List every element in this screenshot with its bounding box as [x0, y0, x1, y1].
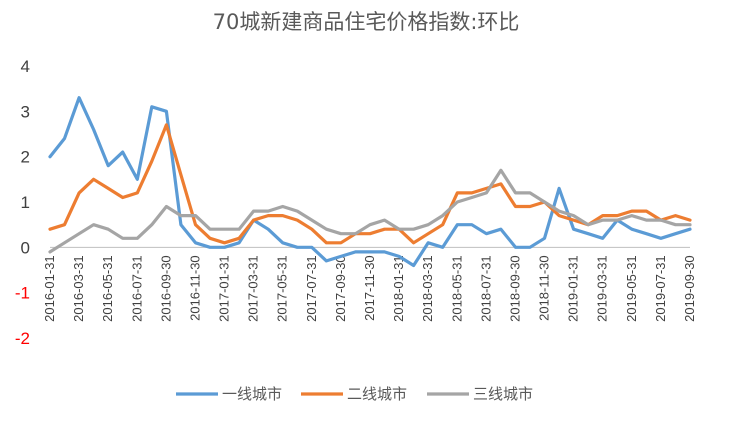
x-tick-label: 2016-09-30	[158, 255, 173, 321]
legend: 一线城市 二线城市 三线城市	[176, 385, 533, 403]
x-tick-label: 2018-09-30	[507, 255, 522, 321]
x-tick-label: 2019-07-31	[653, 255, 668, 321]
x-tick-label: 2016-07-31	[129, 255, 144, 321]
x-tick-label: 2017-05-31	[275, 255, 290, 321]
x-tick-label: 2019-03-31	[595, 255, 610, 321]
y-axis: 4 3 2 1 0 -1 -2	[15, 57, 30, 348]
x-tick-label: 2018-05-31	[449, 255, 464, 322]
x-tick-label: 2016-05-31	[100, 255, 115, 322]
x-tick-label: 2017-09-30	[333, 255, 348, 321]
x-tick-label: 2018-11-30	[537, 255, 552, 321]
x-tick-label: 2017-03-31	[246, 255, 261, 321]
x-tick-label: 2016-11-30	[187, 255, 202, 321]
x-tick-label: 2019-01-31	[566, 255, 581, 321]
series-line-1	[48, 96, 692, 268]
y-tick-label: 3	[21, 102, 30, 121]
legend-label: 二线城市	[347, 385, 407, 403]
x-tick-label: 2018-07-31	[478, 255, 493, 321]
y-tick-label: 1	[21, 193, 30, 212]
x-axis: 2016-01-31 2016-03-31 2016-05-31 2016-07-31…	[42, 255, 697, 322]
series-line-3	[48, 168, 692, 254]
chart-title: 70城新建商品住宅价格指数:环比	[213, 10, 520, 34]
y-tick-label: 2	[21, 148, 30, 167]
y-tick-label: 0	[21, 238, 30, 257]
x-tick-label: 2018-03-31	[420, 255, 435, 321]
x-tick-label: 2019-09-30	[682, 255, 697, 321]
legend-label: 一线城市	[222, 385, 282, 403]
x-tick-label: 2017-01-31	[217, 255, 232, 322]
series-layer	[48, 96, 692, 268]
x-tick-label: 2017-11-30	[362, 255, 377, 321]
y-tick-label: 4	[21, 57, 30, 76]
x-tick-label: 2016-01-31	[42, 255, 57, 321]
y-tick-label: -2	[15, 329, 30, 348]
legend-label: 三线城市	[473, 385, 533, 403]
x-tick-label: 2016-03-31	[71, 255, 86, 321]
x-tick-label: 2019-05-31	[624, 255, 639, 321]
x-tick-label: 2017-07-31	[304, 255, 319, 321]
x-tick-label: 2018-01-31	[391, 255, 406, 321]
y-tick-label: -1	[15, 284, 30, 303]
